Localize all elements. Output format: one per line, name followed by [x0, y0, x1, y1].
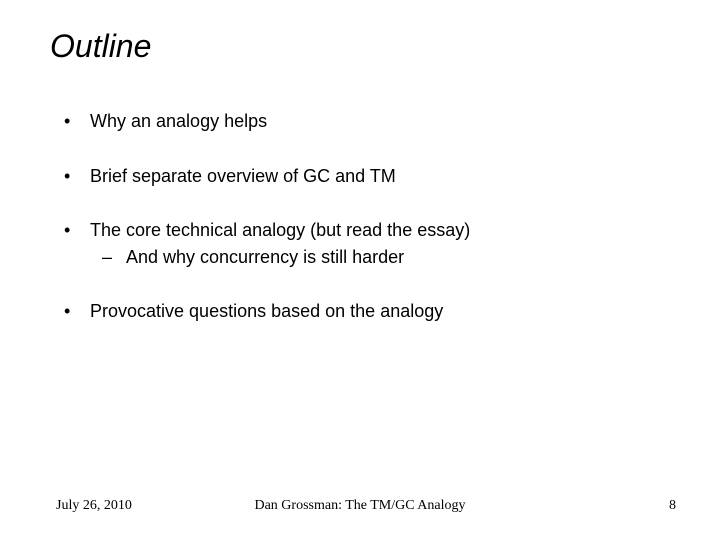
list-item: Brief separate overview of GC and TM	[60, 165, 660, 188]
list-item: And why concurrency is still harder	[98, 246, 660, 269]
list-item: Why an analogy helps	[60, 110, 660, 133]
bullet-text: And why concurrency is still harder	[126, 247, 404, 267]
footer-page-number: 8	[669, 498, 676, 514]
bullet-text: The core technical analogy (but read the…	[90, 220, 470, 240]
slide-title: Outline	[50, 28, 151, 65]
slide: Outline Why an analogy helps Brief separ…	[0, 0, 720, 540]
bullet-text: Why an analogy helps	[90, 111, 267, 131]
slide-footer: July 26, 2010 Dan Grossman: The TM/GC An…	[0, 494, 720, 514]
bullet-text: Provocative questions based on the analo…	[90, 301, 443, 321]
sub-bullet-list: And why concurrency is still harder	[90, 246, 660, 269]
footer-center: Dan Grossman: The TM/GC Analogy	[0, 498, 720, 514]
bullet-text: Brief separate overview of GC and TM	[90, 166, 396, 186]
slide-body: Why an analogy helps Brief separate over…	[60, 110, 660, 355]
list-item: The core technical analogy (but read the…	[60, 219, 660, 268]
list-item: Provocative questions based on the analo…	[60, 300, 660, 323]
bullet-list: Why an analogy helps Brief separate over…	[60, 110, 660, 323]
